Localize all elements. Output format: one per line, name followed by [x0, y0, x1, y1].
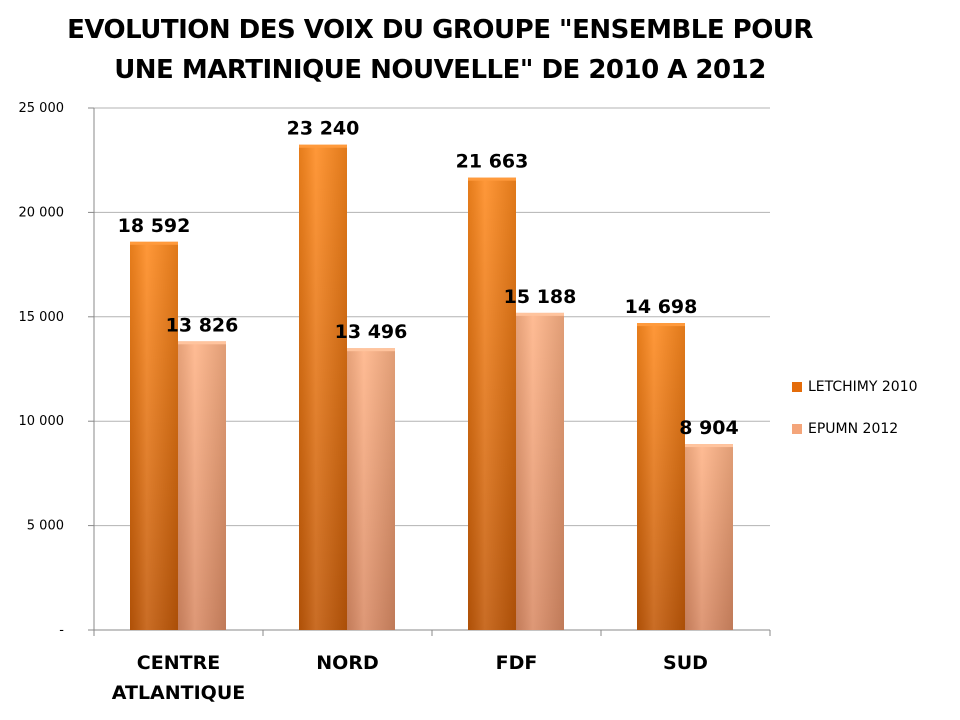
legend-item-epumn-2012: EPUMN 2012 — [792, 418, 918, 440]
y-tick-label: 10 000 — [19, 414, 65, 429]
y-tick-label: 25 000 — [19, 101, 65, 116]
y-tick-label: 15 000 — [19, 310, 65, 325]
data-label: 8 904 — [679, 417, 739, 439]
data-label: 13 496 — [335, 321, 408, 343]
data-label: 14 698 — [625, 296, 698, 318]
bar-top-highlight — [347, 348, 395, 352]
axes: - 5 000 10 000 15 000 20 000 25 000 CENTRE ATLA… — [19, 101, 771, 704]
data-labels: 18 592 13 826 23 240 13 496 21 663 15 188 14 6… — [118, 118, 739, 439]
x-category-label: CENTRE — [137, 652, 220, 674]
bar-shading — [347, 348, 395, 630]
legend-swatch — [792, 424, 802, 434]
chart-title-line-1: EVOLUTION DES VOIX DU GROUPE "ENSEMBLE P… — [67, 15, 813, 45]
legend: LETCHIMY 2010 EPUMN 2012 — [792, 376, 918, 460]
legend-item-letchimy-2010: LETCHIMY 2010 — [792, 376, 918, 398]
bar-top-highlight — [516, 312, 564, 316]
bar-shading — [130, 241, 178, 630]
bar-shading — [468, 177, 516, 630]
bar-shading — [299, 144, 347, 631]
data-label: 18 592 — [118, 215, 191, 237]
data-label: 21 663 — [456, 151, 529, 173]
bar-top-highlight — [178, 341, 226, 345]
data-label: 15 188 — [504, 286, 577, 308]
data-label: 13 826 — [166, 314, 239, 336]
data-label: 23 240 — [287, 118, 360, 140]
bar-top-highlight — [637, 323, 685, 327]
x-category-label: ATLANTIQUE — [112, 682, 246, 704]
y-tick-label: - — [59, 623, 64, 638]
y-tick-label: 5 000 — [27, 519, 64, 534]
bar-shading — [685, 444, 733, 630]
x-category-label: SUD — [663, 652, 708, 674]
legend-label: EPUMN 2012 — [808, 421, 899, 437]
legend-swatch — [792, 382, 802, 392]
x-category-label: NORD — [316, 652, 378, 674]
y-tick-label: 20 000 — [19, 205, 65, 220]
bar-top-highlight — [299, 144, 347, 148]
bar-shading — [516, 312, 564, 630]
bar-shading — [178, 341, 226, 630]
bar-top-highlight — [468, 177, 516, 181]
chart-title-line-2: UNE MARTINIQUE NOUVELLE" DE 2010 A 2012 — [114, 55, 766, 85]
legend-label: LETCHIMY 2010 — [808, 379, 918, 395]
bars — [130, 144, 733, 631]
bar-shading — [637, 323, 685, 630]
x-category-label: FDF — [496, 652, 538, 674]
chart-title: EVOLUTION DES VOIX DU GROUPE "ENSEMBLE P… — [60, 10, 820, 90]
bar-top-highlight — [685, 444, 733, 448]
bar-top-highlight — [130, 241, 178, 245]
